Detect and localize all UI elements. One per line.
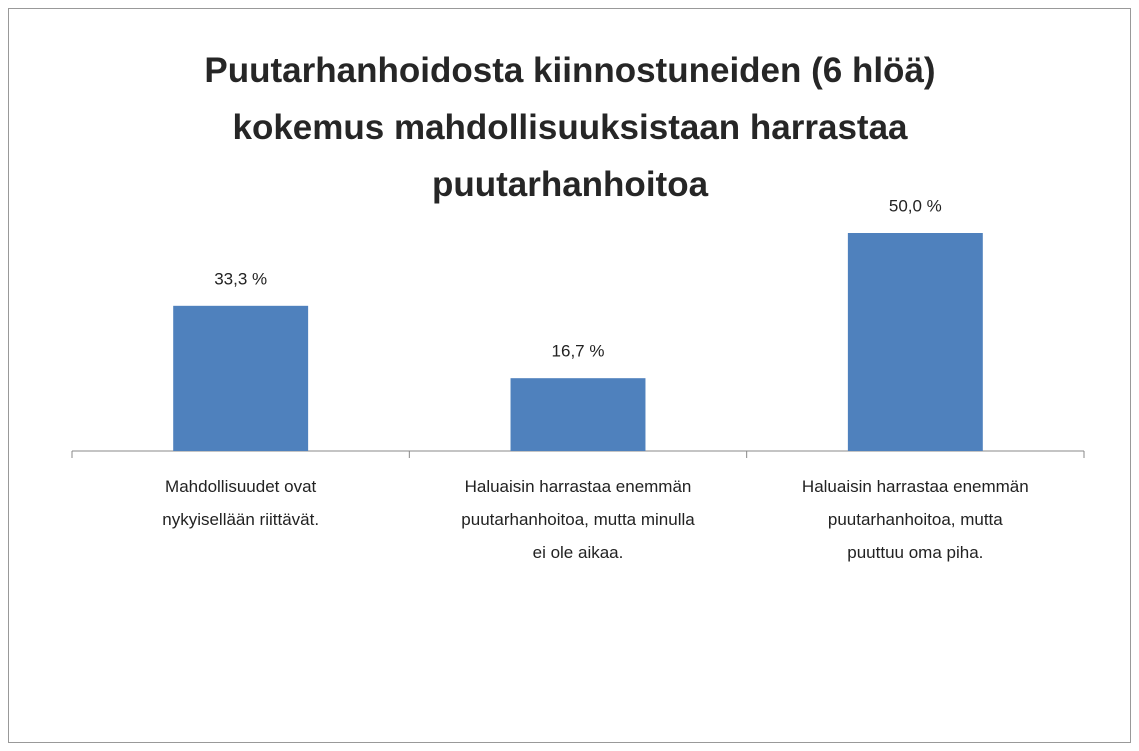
bar	[173, 305, 309, 451]
x-tick-label: Haluaisin harrastaa enemmän puutarhanhoi…	[801, 477, 1029, 562]
bar	[510, 378, 646, 451]
bar	[847, 233, 983, 451]
chart-title: Puutarhanhoidosta kiinnostuneiden (6 hlö…	[204, 51, 936, 204]
value-label: 50,0 %	[889, 196, 942, 215]
value-label: 16,7 %	[552, 342, 605, 361]
value-label: 33,3 %	[214, 269, 267, 288]
x-tick-label: Haluaisin harrastaa enemmän puutarhanhoi…	[461, 477, 695, 562]
x-tick-label: Mahdollisuudet ovat nykyisellään riittäv…	[162, 477, 320, 529]
